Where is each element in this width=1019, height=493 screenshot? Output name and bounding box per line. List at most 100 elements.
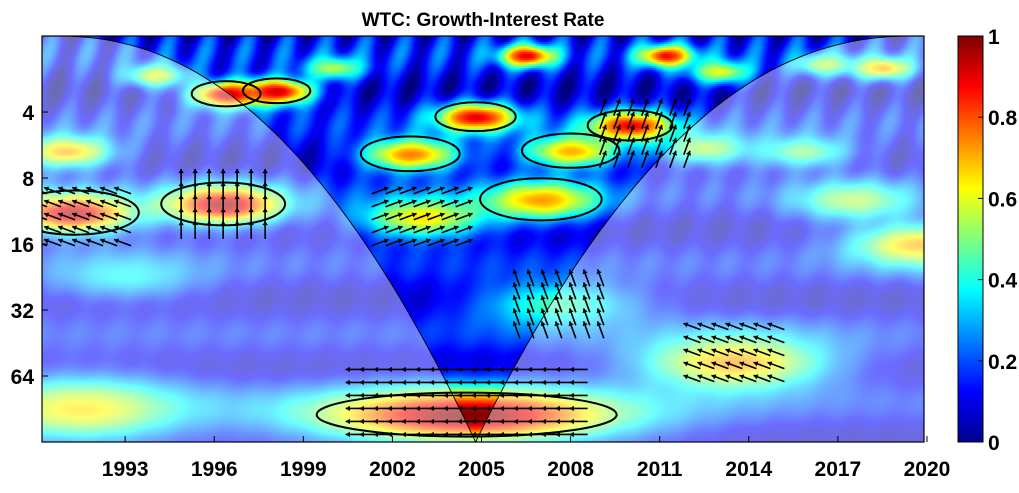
phase-arrow xyxy=(641,137,650,156)
significance-contour xyxy=(241,77,312,105)
phase-arrow xyxy=(569,431,588,438)
phase-arrow xyxy=(683,98,692,117)
phase-arrow xyxy=(613,111,622,130)
phase-arrow xyxy=(427,186,445,195)
phase-arrow xyxy=(669,124,678,143)
phase-arrow xyxy=(596,282,605,300)
colorbar-tick-label: 0.6 xyxy=(988,188,1017,211)
phase-arrow xyxy=(385,212,403,221)
phase-arrow xyxy=(402,445,420,450)
phase-arrow xyxy=(371,238,389,247)
phase-arrow xyxy=(554,321,563,339)
colorbar-tick-label: 0.4 xyxy=(988,270,1018,293)
phase-arrow xyxy=(441,186,459,195)
phase-arrow xyxy=(385,199,403,208)
significance-contour xyxy=(434,101,517,133)
phase-arrow xyxy=(739,361,757,370)
phase-arrow xyxy=(512,269,521,287)
phase-arrow xyxy=(526,295,535,313)
phase-arrow xyxy=(71,238,90,247)
phase-arrow xyxy=(540,282,549,300)
phase-arrow xyxy=(385,238,403,247)
phase-arrow xyxy=(43,186,62,195)
colorbar-gradient xyxy=(957,35,984,443)
phase-arrow xyxy=(57,212,76,221)
phase-arrow xyxy=(441,238,459,247)
phase-arrow xyxy=(399,212,417,221)
phase-arrow xyxy=(627,111,636,130)
phase-arrow xyxy=(641,98,650,117)
phase-arrow xyxy=(455,225,473,234)
phase-arrow xyxy=(441,225,459,234)
phase-arrow xyxy=(57,199,76,208)
phase-arrow xyxy=(753,322,771,331)
phase-arrow xyxy=(725,335,743,344)
phase-arrow xyxy=(346,445,364,450)
phase-arrow xyxy=(526,308,535,326)
phase-arrow xyxy=(596,295,605,313)
phase-arrow xyxy=(430,445,448,450)
phase-arrow xyxy=(43,238,62,247)
phase-arrow xyxy=(427,199,445,208)
phase-arrow xyxy=(627,98,636,117)
phase-arrow xyxy=(85,199,104,208)
phase-arrow xyxy=(582,295,591,313)
phase-arrow xyxy=(599,111,608,130)
phase-arrow xyxy=(526,269,535,287)
phase-arrow xyxy=(71,225,90,234)
phase-arrow xyxy=(599,98,608,117)
phase-arrow xyxy=(641,124,650,143)
phase-arrow xyxy=(99,212,118,221)
significance-contour xyxy=(190,80,262,108)
phase-arrow xyxy=(711,361,729,370)
cone-of-influence-line xyxy=(56,35,914,444)
phase-arrow xyxy=(739,348,757,357)
phase-arrow xyxy=(371,199,389,208)
phase-arrow xyxy=(413,225,431,234)
phase-arrow xyxy=(568,282,577,300)
phase-arrow xyxy=(441,212,459,221)
phase-arrow xyxy=(99,199,118,208)
phase-arrow xyxy=(71,186,90,195)
phase-arrow xyxy=(85,225,104,234)
phase-arrow xyxy=(85,186,104,195)
phase-arrow xyxy=(248,220,254,239)
colorbar-tick-label: 0.2 xyxy=(988,351,1017,374)
phase-arrow xyxy=(455,186,473,195)
phase-arrow xyxy=(697,348,715,357)
phase-arrow xyxy=(57,186,76,195)
phase-arrow xyxy=(43,212,62,221)
colorbar-tick-label: 0.8 xyxy=(988,107,1018,130)
phase-arrow xyxy=(512,282,521,300)
phase-arrow xyxy=(725,348,743,357)
phase-arrow xyxy=(500,445,518,450)
phase-arrow xyxy=(42,217,48,221)
phase-arrow xyxy=(540,269,549,287)
colorbar-tick-label: 0 xyxy=(988,432,1000,455)
phase-arrow xyxy=(582,269,591,287)
phase-arrow xyxy=(627,137,636,156)
phase-arrow xyxy=(599,124,608,143)
significance-contour xyxy=(315,391,618,438)
phase-arrow xyxy=(42,243,48,247)
phase-arrow xyxy=(43,225,62,234)
phase-arrow xyxy=(711,335,729,344)
colorbar-tick-label: 1 xyxy=(988,26,1000,49)
phase-arrow xyxy=(627,124,636,143)
phase-arrow xyxy=(113,238,132,247)
phase-arrow xyxy=(455,199,473,208)
phase-arrow xyxy=(569,405,588,412)
phase-arrow xyxy=(528,445,546,450)
phase-arrow xyxy=(540,321,549,339)
phase-arrow xyxy=(371,212,389,221)
phase-arrow xyxy=(385,186,403,195)
x-tick-label: 2014 xyxy=(725,458,772,481)
phase-arrow xyxy=(416,445,434,450)
phase-arrow xyxy=(540,295,549,313)
phase-arrow xyxy=(596,321,605,339)
phase-arrow xyxy=(399,238,417,247)
phase-arrow xyxy=(613,137,622,156)
phase-arrow xyxy=(234,220,240,239)
phase-arrow xyxy=(99,225,118,234)
